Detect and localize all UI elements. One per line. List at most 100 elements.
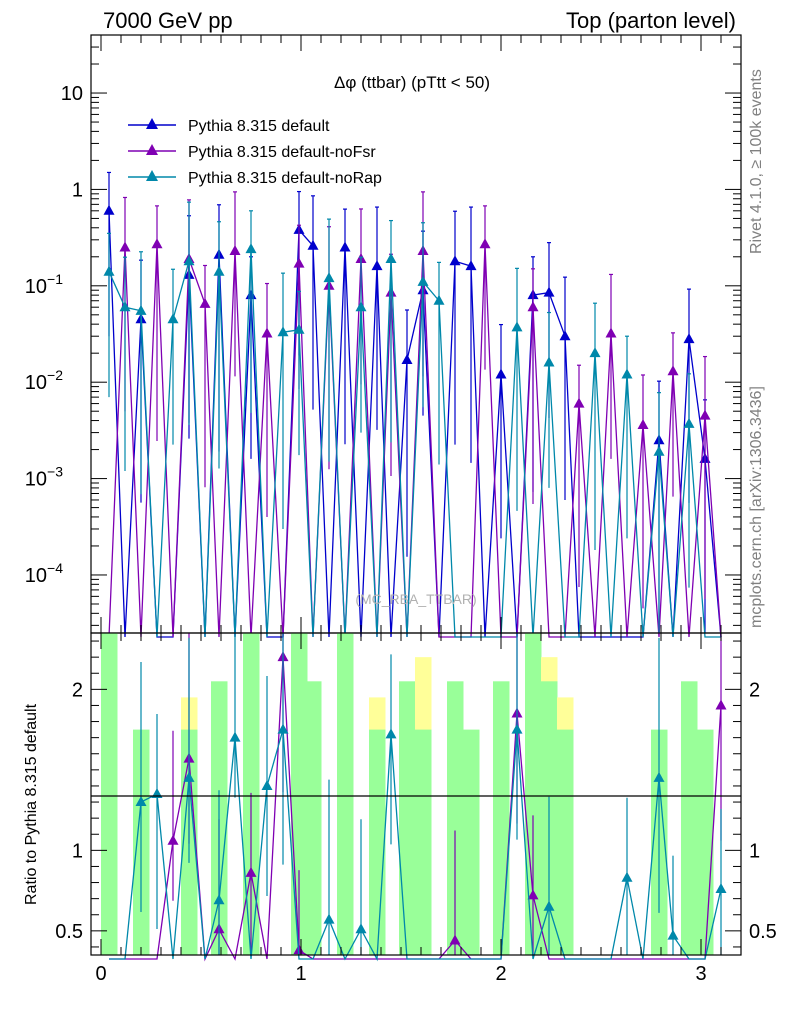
data-point bbox=[621, 368, 633, 379]
ratio-point bbox=[323, 913, 335, 924]
x-tick-label: 1 bbox=[295, 963, 306, 985]
watermark: (MC_RBA_TTBAR) bbox=[355, 591, 476, 607]
mc-band-inner bbox=[337, 633, 354, 955]
data-point bbox=[401, 353, 413, 364]
data-point bbox=[307, 239, 319, 250]
ratio-plot-frame bbox=[90, 632, 742, 956]
data-point bbox=[637, 418, 649, 429]
rivet-label: Rivet 4.1.0, ≥ 100k events bbox=[748, 69, 765, 254]
data-point bbox=[667, 365, 679, 376]
legend-marker bbox=[146, 144, 158, 155]
y-tick-label: 10−3 bbox=[25, 464, 63, 491]
header-right: Top (parton level) bbox=[566, 8, 736, 33]
data-point bbox=[433, 294, 445, 305]
ratio-series bbox=[109, 633, 727, 962]
data-point bbox=[573, 397, 585, 408]
plot-title: Δφ (ttbar) (pTtt < 50) bbox=[334, 73, 490, 92]
legend-label: Pythia 8.315 default bbox=[188, 118, 330, 135]
data-point bbox=[103, 265, 115, 276]
data-point bbox=[511, 321, 523, 332]
mcplots-label: mcplots.cern.ch [arXiv:1306.3436] bbox=[748, 386, 765, 628]
data-point bbox=[339, 241, 351, 252]
x-tick-label: 2 bbox=[495, 963, 506, 985]
data-point bbox=[323, 272, 335, 283]
mc-band-inner bbox=[493, 681, 510, 955]
data-point bbox=[683, 417, 695, 428]
ratio-y-tick-label-right: 1 bbox=[749, 840, 760, 862]
legend-marker bbox=[146, 118, 158, 129]
ratio-point bbox=[245, 866, 257, 877]
y-tick-label: 10 bbox=[61, 83, 83, 105]
ratio-series-1 bbox=[109, 633, 727, 962]
legend-marker bbox=[146, 170, 158, 181]
ratio-point bbox=[385, 728, 397, 739]
ratio-line bbox=[109, 729, 722, 962]
data-point bbox=[417, 275, 429, 286]
ratio-plot-ticks: 0.5 0.5 1 1 2 2 bbox=[55, 640, 777, 948]
legend-label: Pythia 8.315 default-noFsr bbox=[188, 144, 376, 161]
data-point bbox=[293, 323, 305, 334]
mc-band-inner bbox=[697, 729, 714, 955]
data-point bbox=[385, 252, 397, 263]
y-tick-label: 10−4 bbox=[25, 560, 63, 587]
y-tick-label: 10−2 bbox=[25, 367, 63, 394]
mc-band-inner bbox=[525, 633, 542, 955]
data-point bbox=[543, 286, 555, 297]
data-point bbox=[261, 327, 273, 338]
legend-label: Pythia 8.315 default-noRap bbox=[188, 170, 382, 187]
ratio-y-tick-label: 0.5 bbox=[55, 921, 83, 943]
ratio-point bbox=[621, 871, 633, 882]
x-axis: 0 1 2 3 bbox=[95, 35, 742, 985]
data-point bbox=[213, 265, 225, 276]
ratio-point bbox=[229, 731, 241, 742]
data-point bbox=[199, 297, 211, 308]
y-tick-label: 1 bbox=[72, 179, 83, 201]
data-point bbox=[183, 255, 195, 266]
data-point bbox=[371, 260, 383, 271]
mc-band-inner bbox=[399, 681, 416, 955]
data-point bbox=[151, 238, 163, 249]
ratio-point bbox=[667, 929, 679, 940]
data-point bbox=[495, 368, 507, 379]
ratio-ylabel: Ratio to Pythia 8.315 default bbox=[23, 703, 40, 905]
data-point bbox=[277, 326, 289, 337]
mc-band-inner bbox=[447, 681, 464, 955]
data-point bbox=[103, 204, 115, 215]
ratio-y-tick-label-right: 0.5 bbox=[749, 921, 777, 943]
data-point bbox=[465, 260, 477, 271]
mc-band-inner bbox=[369, 729, 386, 955]
mc-band-inner bbox=[305, 681, 322, 955]
ratio-y-tick-label: 2 bbox=[72, 679, 83, 701]
ratio-point bbox=[543, 900, 555, 911]
data-point bbox=[683, 333, 695, 344]
data-point bbox=[119, 241, 131, 252]
ratio-point bbox=[511, 723, 523, 734]
main-plot-ticks: 10−4 10−3 10−2 10−1 1 10 bbox=[25, 34, 741, 626]
legend: Pythia 8.315 default Pythia 8.315 default… bbox=[128, 118, 382, 187]
data-point bbox=[167, 313, 179, 324]
data-point bbox=[245, 243, 257, 254]
ratio-point bbox=[183, 771, 195, 782]
ratio-point bbox=[277, 723, 289, 734]
mc-band-inner bbox=[557, 729, 574, 955]
data-point bbox=[135, 304, 147, 315]
data-point bbox=[543, 356, 555, 367]
main-plot-series bbox=[103, 171, 722, 638]
data-point bbox=[605, 327, 617, 338]
header-left: 7000 GeV pp bbox=[103, 8, 233, 33]
ratio-point bbox=[261, 779, 273, 790]
x-tick-label: 3 bbox=[695, 963, 706, 985]
ratio-point bbox=[167, 834, 179, 845]
ratio-point bbox=[355, 923, 367, 934]
ratio-point bbox=[293, 944, 305, 955]
ratio-point bbox=[135, 796, 147, 807]
y-tick-label: 10−1 bbox=[25, 271, 63, 298]
ratio-point bbox=[653, 771, 665, 782]
ratio-point bbox=[213, 894, 225, 905]
data-point bbox=[479, 238, 491, 249]
ratio-point bbox=[715, 699, 727, 710]
data-point bbox=[589, 347, 601, 358]
data-point bbox=[229, 244, 241, 255]
ratio-point bbox=[527, 889, 539, 900]
